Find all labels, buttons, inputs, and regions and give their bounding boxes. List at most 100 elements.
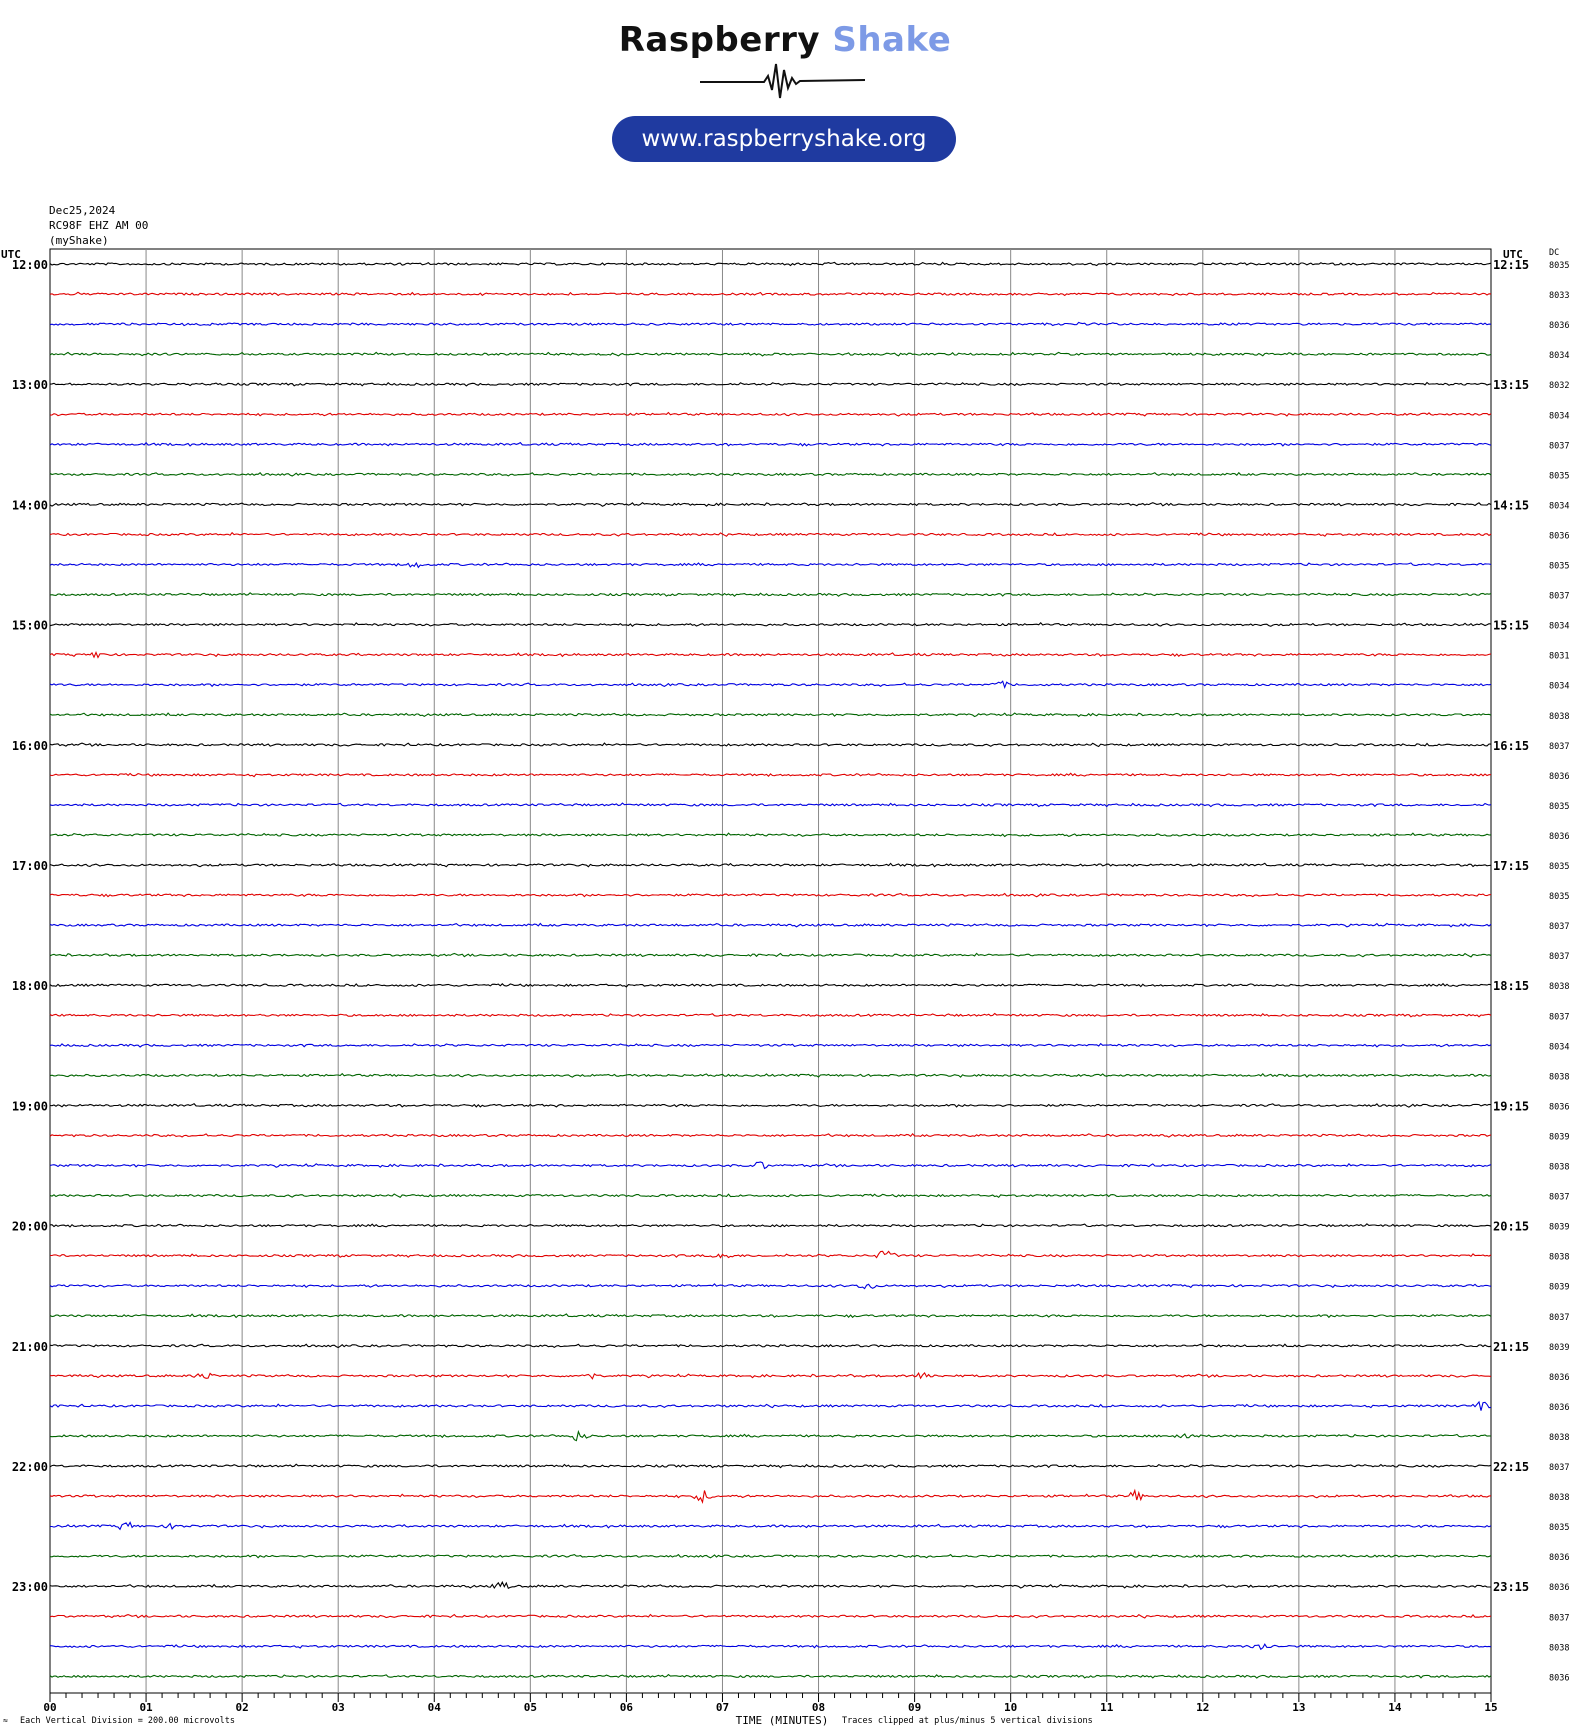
seismic-trace bbox=[49, 1673, 1492, 1679]
hour-label-right: 16:15 bbox=[1493, 739, 1529, 753]
hour-label-left: 20:00 bbox=[12, 1220, 48, 1234]
seismic-trace bbox=[49, 1463, 1492, 1469]
seismic-trace bbox=[49, 1400, 1492, 1411]
x-tick-label: 03 bbox=[332, 1701, 345, 1714]
seismic-trace bbox=[49, 982, 1492, 988]
x-tick-label: 07 bbox=[716, 1701, 729, 1714]
dc-value-label: 8038 bbox=[1549, 1433, 1569, 1443]
dc-value-label: 8039 bbox=[1549, 1132, 1569, 1142]
x-tick-label: 14 bbox=[1388, 1701, 1402, 1714]
dc-value-label: 8035 bbox=[1549, 562, 1569, 572]
dc-value-label: 8038 bbox=[1549, 1493, 1569, 1503]
dc-value-label: 8039 bbox=[1549, 1283, 1569, 1293]
x-tick-label: 15 bbox=[1484, 1701, 1497, 1714]
dc-value-label: 8036 bbox=[1549, 1102, 1569, 1112]
x-tick-label: 12 bbox=[1196, 1701, 1209, 1714]
seismic-trace bbox=[49, 1012, 1492, 1018]
seismic-trace bbox=[49, 531, 1492, 537]
hour-label-left: 17:00 bbox=[12, 859, 48, 873]
dc-value-label: 8034 bbox=[1549, 351, 1569, 361]
seismic-trace bbox=[49, 1613, 1492, 1619]
seismic-trace bbox=[49, 1553, 1492, 1559]
dc-value-label: 8038 bbox=[1549, 1643, 1569, 1653]
footer-scale-icon: ≈ bbox=[3, 1716, 8, 1725]
seismic-trace bbox=[49, 622, 1492, 627]
hour-label-right: 14:15 bbox=[1493, 498, 1529, 512]
seismic-trace bbox=[49, 1313, 1492, 1319]
seismic-trace bbox=[49, 1643, 1492, 1651]
dc-value-label: 8035 bbox=[1549, 261, 1569, 271]
seismic-trace bbox=[49, 1223, 1492, 1228]
dc-value-label: 8039 bbox=[1549, 1343, 1569, 1353]
logo-word-raspberry: Raspberry bbox=[618, 20, 821, 60]
seismic-trace bbox=[49, 381, 1492, 387]
dc-value-label: 8037 bbox=[1549, 441, 1569, 451]
x-tick-label: 00 bbox=[43, 1701, 56, 1714]
utc-label-right: UTC bbox=[1503, 248, 1523, 261]
seismic-trace bbox=[49, 651, 1492, 659]
dc-value-label: 8036 bbox=[1549, 1583, 1569, 1593]
seismic-trace bbox=[49, 1488, 1492, 1505]
hour-label-right: 23:15 bbox=[1493, 1580, 1529, 1594]
seismic-trace bbox=[49, 561, 1492, 569]
x-axis-title: TIME (MINUTES) bbox=[736, 1714, 829, 1727]
seismic-trace bbox=[49, 1283, 1492, 1290]
seismic-trace bbox=[49, 772, 1491, 778]
seismic-trace bbox=[49, 1072, 1492, 1078]
hour-label-left: 21:00 bbox=[12, 1340, 48, 1354]
dc-value-label: 8037 bbox=[1549, 1012, 1569, 1022]
seismic-trace bbox=[50, 1521, 1492, 1531]
seismic-trace bbox=[49, 502, 1492, 507]
logo-title: Raspberry Shake bbox=[0, 20, 1570, 60]
seismic-trace bbox=[49, 261, 1492, 267]
dc-value-label: 8034 bbox=[1549, 501, 1569, 511]
seismic-trace bbox=[50, 1250, 1492, 1259]
seismic-trace bbox=[49, 892, 1492, 898]
dc-value-label: 8034 bbox=[1549, 622, 1569, 632]
seismic-trace bbox=[49, 1580, 1491, 1590]
seismic-trace bbox=[49, 291, 1492, 297]
dc-value-label: 8037 bbox=[1549, 742, 1569, 752]
dc-value-label: 8035 bbox=[1549, 892, 1569, 902]
hour-label-right: 21:15 bbox=[1493, 1340, 1529, 1354]
seismic-trace bbox=[49, 922, 1492, 928]
dc-value-label: 8033 bbox=[1549, 291, 1569, 301]
seismic-trace bbox=[49, 1371, 1492, 1380]
dc-value-label: 8035 bbox=[1549, 1523, 1569, 1533]
hour-label-right: 18:15 bbox=[1493, 979, 1529, 993]
seismic-trace bbox=[49, 1161, 1492, 1170]
hour-label-left: 13:00 bbox=[12, 378, 48, 392]
footer-division-note: Each Vertical Division = 200.00 microvol… bbox=[20, 1716, 235, 1726]
seismic-trace bbox=[49, 1429, 1492, 1442]
seismic-trace bbox=[49, 742, 1492, 748]
dc-label: DC bbox=[1549, 248, 1559, 258]
dc-value-label: 8035 bbox=[1549, 862, 1569, 872]
x-tick-label: 13 bbox=[1292, 1701, 1305, 1714]
seismic-trace bbox=[49, 592, 1492, 597]
website-url-badge[interactable]: www.raspberryshake.org bbox=[612, 116, 956, 162]
x-tick-label: 01 bbox=[139, 1701, 153, 1714]
dc-value-label: 8032 bbox=[1549, 381, 1569, 391]
dc-value-label: 8036 bbox=[1549, 832, 1569, 842]
dc-value-label: 8037 bbox=[1549, 1193, 1569, 1203]
hour-label-left: 14:00 bbox=[12, 498, 48, 512]
x-tick-label: 08 bbox=[812, 1701, 825, 1714]
x-tick-label: 09 bbox=[908, 1701, 921, 1714]
seismic-trace bbox=[49, 441, 1492, 447]
dc-value-label: 8036 bbox=[1549, 772, 1569, 782]
dc-value-label: 8035 bbox=[1549, 471, 1569, 481]
hour-label-left: 15:00 bbox=[12, 619, 48, 633]
header-station: RC98F EHZ AM 00 bbox=[49, 219, 149, 232]
seismic-trace bbox=[49, 1042, 1492, 1048]
dc-value-label: 8036 bbox=[1549, 1673, 1569, 1683]
dc-value-label: 8036 bbox=[1549, 321, 1569, 331]
dc-value-label: 8037 bbox=[1549, 1463, 1569, 1473]
dc-value-label: 8034 bbox=[1549, 1042, 1569, 1052]
dc-value-label: 8038 bbox=[1549, 1253, 1569, 1263]
dc-value-label: 8036 bbox=[1549, 1403, 1569, 1413]
hour-label-left: 12:00 bbox=[12, 258, 48, 272]
dc-value-label: 8034 bbox=[1549, 682, 1569, 692]
dc-value-label: 8037 bbox=[1549, 1313, 1569, 1323]
dc-value-label: 8037 bbox=[1549, 592, 1569, 602]
